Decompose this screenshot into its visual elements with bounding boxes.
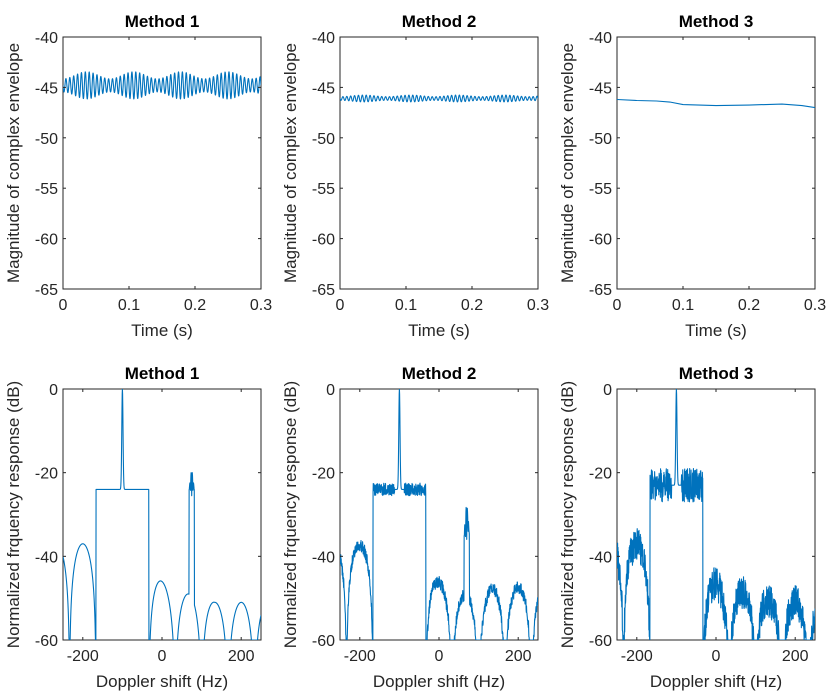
y-tick-label: -40 [35, 549, 58, 566]
chart-title: Method 1 [125, 12, 200, 31]
y-axis-label: Normalized frquency response (dB) [558, 381, 577, 648]
y-tick-label: -65 [312, 282, 335, 299]
x-axis-label: Time (s) [685, 321, 747, 340]
y-tick-label: -50 [589, 131, 612, 148]
y-tick-label: -40 [312, 30, 335, 47]
x-tick-label: 0 [712, 648, 721, 665]
y-axis-label: Normalized frquency response (dB) [281, 381, 300, 648]
y-tick-label: -50 [35, 131, 58, 148]
y-tick-label: -60 [589, 633, 612, 650]
chart-panel-3: 0 0.1 0.2 0.3 -65 -60 -55 -50 -45 -40 Method 3 Time… [558, 12, 826, 340]
chart-title: Method 1 [125, 364, 200, 383]
x-tick-label: 0 [613, 297, 622, 314]
x-tick-label: 0 [59, 297, 68, 314]
series-line-1 [617, 98, 815, 109]
y-tick-label: 0 [326, 382, 335, 399]
chart-title: Method 2 [402, 12, 477, 31]
plot-area [339, 388, 539, 641]
x-tick-label: 200 [228, 648, 255, 665]
x-tick-label: -200 [67, 648, 99, 665]
y-tick-label: -40 [589, 30, 612, 47]
x-tick-label: -200 [621, 648, 653, 665]
chart-title: Method 2 [402, 364, 477, 383]
y-tick-label: -20 [35, 466, 58, 483]
x-axis-label: Doppler shift (Hz) [96, 672, 228, 691]
y-tick-label: 0 [603, 382, 612, 399]
y-tick-label: -40 [35, 30, 58, 47]
x-axis-label: Time (s) [131, 321, 193, 340]
x-tick-label: 0 [158, 648, 167, 665]
y-axis-label: Normalized frquency response (dB) [4, 381, 23, 648]
y-tick-label: -55 [589, 181, 612, 198]
y-tick-label: -55 [312, 181, 335, 198]
x-tick-label: 0.3 [250, 297, 272, 314]
y-tick-label: -55 [35, 181, 58, 198]
x-tick-label: 0.2 [184, 297, 206, 314]
y-axis-label: Magnitude of complex envelope [281, 43, 300, 283]
y-tick-label: 0 [49, 382, 58, 399]
y-tick-label: -40 [589, 549, 612, 566]
x-axis-label: Doppler shift (Hz) [373, 672, 505, 691]
y-tick-label: -50 [312, 131, 335, 148]
x-tick-label: 0.1 [118, 297, 140, 314]
y-tick-label: -60 [589, 232, 612, 249]
y-tick-label: -20 [589, 466, 612, 483]
x-axis-label: Time (s) [408, 321, 470, 340]
y-tick-label: -60 [35, 232, 58, 249]
y-tick-label: -65 [589, 282, 612, 299]
series-line-1 [340, 389, 538, 640]
plot-area [339, 36, 539, 290]
series-line-1 [617, 389, 815, 640]
y-tick-label: -60 [35, 633, 58, 650]
y-tick-label: -45 [589, 80, 612, 97]
x-tick-label: 0 [435, 648, 444, 665]
y-tick-label: -45 [35, 80, 58, 97]
y-tick-label: -60 [312, 633, 335, 650]
x-tick-label: 0.3 [527, 297, 549, 314]
series-line-1 [63, 71, 261, 100]
y-axis-label: Magnitude of complex envelope [558, 43, 577, 283]
y-tick-label: -45 [312, 80, 335, 97]
x-axis-label: Doppler shift (Hz) [650, 672, 782, 691]
plot-area [616, 388, 816, 641]
chart-panel-2: 0 0.1 0.2 0.3 -65 -60 -55 -50 -45 -40 Method 2 Time… [281, 12, 549, 340]
x-tick-label: 0.2 [461, 297, 483, 314]
x-tick-label: 0.2 [738, 297, 760, 314]
y-tick-label: -40 [312, 549, 335, 566]
x-tick-label: 0.3 [804, 297, 826, 314]
chart-title: Method 3 [679, 364, 754, 383]
chart-title: Method 3 [679, 12, 754, 31]
series-line-1 [63, 389, 261, 640]
y-axis-label: Magnitude of complex envelope [4, 43, 23, 283]
y-tick-label: -20 [312, 466, 335, 483]
x-tick-label: 0 [336, 297, 345, 314]
x-tick-label: 200 [782, 648, 809, 665]
x-tick-label: 0.1 [672, 297, 694, 314]
plot-area [62, 388, 262, 641]
plot-area [616, 36, 816, 290]
series-line-1 [340, 94, 538, 103]
chart-panel-1: 0 0.1 0.2 0.3 -65 -60 -55 -50 -45 -40 Method 1 Time… [4, 12, 272, 340]
x-tick-label: -200 [344, 648, 376, 665]
y-tick-label: -65 [35, 282, 58, 299]
x-tick-label: 200 [505, 648, 532, 665]
y-tick-label: -60 [312, 232, 335, 249]
x-tick-label: 0.1 [395, 297, 417, 314]
